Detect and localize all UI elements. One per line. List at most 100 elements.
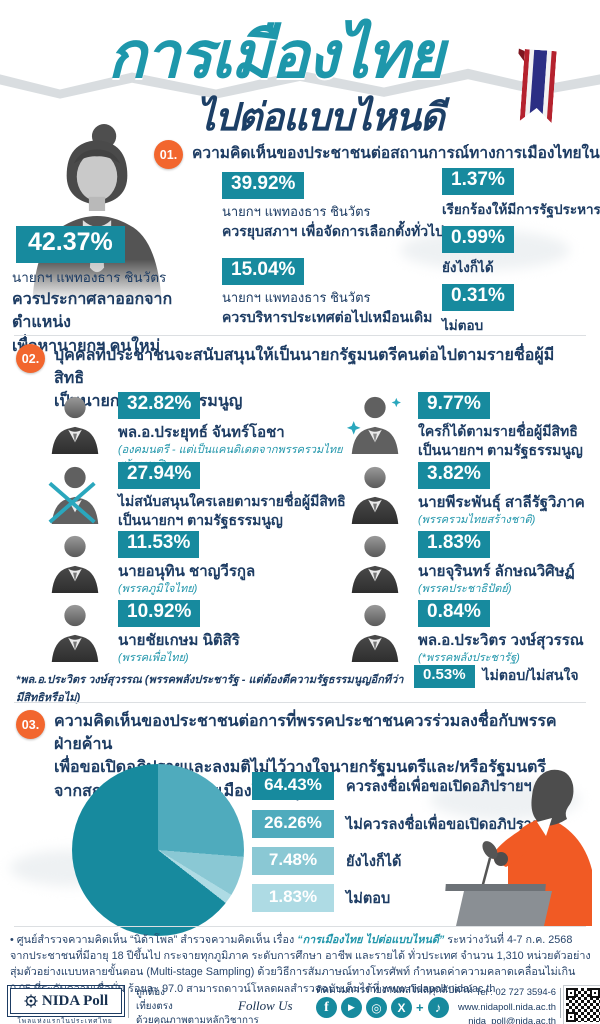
candidate-name: นายอนุทิน ชาญวีรกูล <box>118 562 256 580</box>
percent-badge: 3.82% <box>418 462 490 489</box>
featured-answer-line2: ควรประกาศลาออกจากตำแหน่ง <box>12 291 173 332</box>
survey-methodology-note: • ศูนย์สำรวจความคิดเห็น “นิด้าโพล” สำรวจ… <box>10 932 592 997</box>
candidate-name: พล.อ.ประยุทธ์ จันทร์โอชา <box>118 423 285 441</box>
nida-poll-logo: NIDA Poll <box>7 985 125 1017</box>
percent-badge: 64.43% <box>252 772 334 800</box>
candidate-photo-pirapan <box>344 462 406 524</box>
answer-dissolve-parliament: 39.92% นายกฯ แพทองธาร ชินวัตร ควรยุบสภาฯ… <box>222 172 444 242</box>
candidate-jurin: 1.83% นายจุรินทร์ ลักษณวิศิษฏ์ (พรรคประช… <box>418 531 596 597</box>
no-one-silhouette-x <box>44 462 106 524</box>
pie-legend-row: 64.43% ควรลงชื่อเพื่อขอเปิดอภิปรายฯ <box>252 772 532 800</box>
candidate-photo-prayut <box>44 392 106 454</box>
candidate-name: นายพีระพันธุ์ สาลีรัฐวิภาค <box>418 493 585 511</box>
featured-answer: นายกฯ แพทองธาร ชินวัตร ควรประกาศลาออกจาก… <box>12 268 227 358</box>
x-mark-icon <box>48 481 96 524</box>
motto-line2: เที่ยงตรง <box>136 1001 173 1013</box>
section-2-number: 02. <box>16 344 45 373</box>
answer-anything: 0.99% ยังไงก็ได้ <box>442 226 597 278</box>
youtube-icon[interactable]: ▶ <box>341 997 362 1018</box>
candidate-photo-prawit <box>344 600 406 662</box>
answer-coup: 1.37% เรียกร้องให้มีการรัฐประหาร <box>442 168 600 220</box>
social-icons: f ▶ ◎ X + ♪ <box>316 997 449 1018</box>
answer-anyone-eligible: 9.77% ใครก็ได้ตามรายชื่อผู้มีสิทธิ เป็นน… <box>418 392 596 461</box>
section-1-title: ความคิดเห็นของประชาชนต่อสถานการณ์ทางการเ… <box>192 145 600 163</box>
candidate-anutin: 11.53% นายอนุทิน ชาญวีรกูล (พรรคภูมิใจไท… <box>118 531 350 597</box>
follow-caption: ติดตามการรายงานผลโพลทุกสัปดาห์ <box>316 985 473 996</box>
section-3-title-line1: ความคิดเห็นของประชาชนต่อการที่พรรคประชาช… <box>54 713 557 754</box>
speaker-at-podium-illustration <box>438 738 600 931</box>
candidate-photo-jurin <box>344 531 406 593</box>
candidate-photo-chaikasem <box>44 600 106 662</box>
percent-badge: 0.84% <box>418 600 490 627</box>
methodology-text-before: • ศูนย์สำรวจความคิดเห็น “นิด้าโพล” สำรวจ… <box>10 934 298 946</box>
sparkle-icon <box>391 397 401 408</box>
percent-badge: 10.92% <box>118 600 201 627</box>
footer-divider <box>560 988 561 1018</box>
brand-tagline: โพลแห่งแรกในประเทศไทย <box>17 1018 113 1024</box>
survey-title-quote: “การเมืองไทย ไปต่อแบบไหนดี” <box>297 934 445 946</box>
answer-label: ไม่ควรลงชื่อเพื่อขอเปิดอภิปรายฯ <box>346 816 549 833</box>
featured-answer-line1: นายกฯ แพทองธาร ชินวัตร <box>12 270 167 285</box>
contact-info: Tel : 02 727 3594-6 www.nidapoll.nida.ac… <box>448 985 556 1024</box>
contact-email[interactable]: nida_poll@nida.ac.th <box>468 1015 556 1024</box>
candidate-party: (*พรรคพลังประชารัฐ) <box>418 651 520 664</box>
percent-badge-resign: 42.37% <box>16 226 125 263</box>
candidate-party: (พรรคภูมิใจไทย) <box>118 582 198 595</box>
answer-line2: ควรยุบสภาฯ เพื่อจัดการเลือกตั้งทั่วไป <box>222 223 444 240</box>
section-2-title-line1: บุคคลที่ประชาชนจะสนับสนุนให้เป็นนายกรัฐม… <box>54 347 555 388</box>
candidate-photo-anutin <box>44 531 106 593</box>
candidate-chaikasem: 10.92% นายชัยเกษม นิติสิริ (พรรคเพื่อไทย… <box>118 600 350 666</box>
percent-badge: 9.77% <box>418 392 490 419</box>
candidate-party: (พรรครวมไทยสร้างชาติ) <box>418 513 536 526</box>
answer-text: ใครก็ได้ตามรายชื่อผู้มีสิทธิ เป็นนายกฯ ต… <box>418 422 583 459</box>
page-subtitle: ไปต่อแบบไหนดี <box>196 97 444 139</box>
contact-tel: Tel : 02 727 3594-6 <box>475 986 556 997</box>
thai-flag-icon <box>516 48 560 133</box>
tiktok-icon[interactable]: ♪ <box>427 997 449 1018</box>
candidate-name: นายชัยเกษม นิติสิริ <box>118 631 240 649</box>
facebook-icon[interactable]: f <box>316 997 337 1018</box>
answer-text: ไม่สนับสนุนใครเลยตามรายชื่อผู้มีสิทธิ เป… <box>118 492 346 529</box>
section-divider <box>14 926 586 927</box>
section-divider <box>14 335 586 336</box>
section-divider <box>14 702 586 703</box>
section-3-number: 03. <box>16 710 45 739</box>
candidate-name: นายจุรินทร์ ลักษณวิศิษฏ์ <box>418 562 575 580</box>
answer-no-response: 0.31% ไม่ตอบ <box>442 284 597 336</box>
answer-continue-governing: 15.04% นายกฯ แพทองธาร ชินวัตร ควรบริหารป… <box>222 258 442 328</box>
brand-name: NIDA Poll <box>41 992 109 1009</box>
pie-legend-row: 7.48% ยังไงก็ได้ <box>252 847 401 875</box>
percent-badge: 39.92% <box>222 172 305 199</box>
answer-label: ไม่ตอบ/ไม่สนใจ <box>482 667 579 684</box>
brand-motto: ถูกต้อง เที่ยงตรง ด้วยคุณภาพตามหลักวิชาก… <box>136 986 259 1024</box>
answer-label: เรียกร้องให้มีการรัฐประหาร <box>442 201 600 217</box>
motto-line1: ถูกต้อง <box>136 987 165 998</box>
qr-finder <box>590 988 600 998</box>
pie-chart <box>72 764 244 936</box>
percent-badge: 0.31% <box>442 284 514 311</box>
answer-label: ควรลงชื่อเพื่อขอเปิดอภิปรายฯ <box>346 778 532 795</box>
featured-answer-line3: เพื่อหานายกฯ คนใหม่ <box>12 337 161 355</box>
qr-finder <box>566 988 576 998</box>
plus-separator: + <box>416 1000 424 1015</box>
page-title: การเมืองไทย <box>107 19 445 91</box>
answer-line1: นายกฯ แพทองธาร ชินวัตร <box>222 289 371 305</box>
answer-label: ไม่ตอบ <box>346 890 391 907</box>
x-icon[interactable]: X <box>391 997 412 1018</box>
contact-website[interactable]: www.nidapoll.nida.ac.th <box>458 1000 556 1012</box>
candidate-name: พล.อ.ประวิตร วงษ์สุวรรณ <box>418 631 584 649</box>
percent-badge: 7.48% <box>252 847 334 875</box>
instagram-icon[interactable]: ◎ <box>366 997 387 1018</box>
candidate-party: (พรรคเพื่อไทย) <box>118 651 189 664</box>
percent-badge: 1.37% <box>442 168 514 195</box>
candidate-prawit: 0.84% พล.อ.ประวิตร วงษ์สุวรรณ (*พรรคพลัง… <box>418 600 596 666</box>
qr-code <box>563 985 600 1024</box>
answer-label: ยังไงก็ได้ <box>442 259 494 275</box>
answer-label: ไม่ตอบ <box>442 317 484 333</box>
percent-badge: 15.04% <box>222 258 305 285</box>
candidate-pirapan: 3.82% นายพีระพันธุ์ สาลีรัฐวิภาค (พรรครว… <box>418 462 596 528</box>
percent-badge: 32.82% <box>118 392 201 419</box>
prawit-footnote: *พล.อ.ประวิตร วงษ์สุวรรณ (พรรคพลังประชาร… <box>16 674 404 704</box>
methodology-text-after: ระหว่างวันที่ 4-7 ก.ค. 2568 จากประชาชนที… <box>10 934 591 995</box>
